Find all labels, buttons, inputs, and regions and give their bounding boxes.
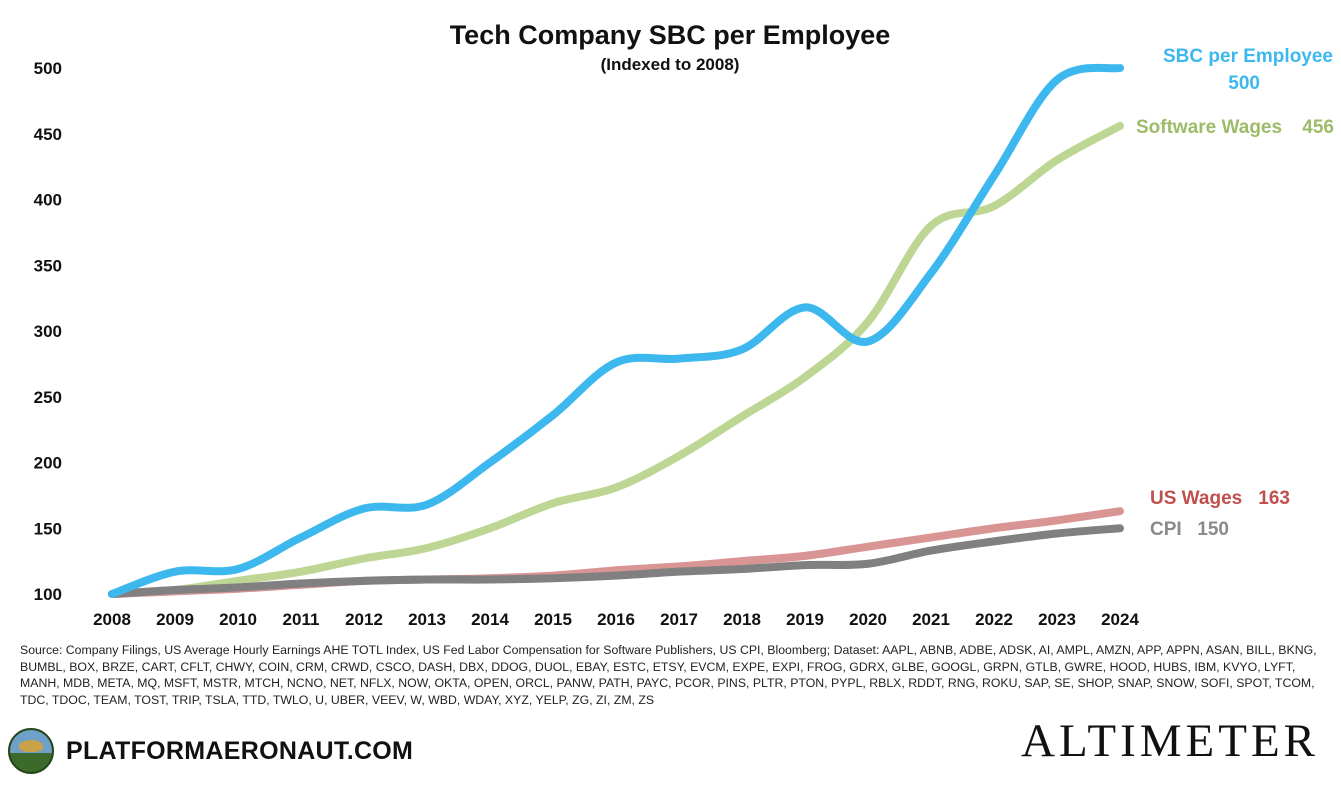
legend-label-us-wages: US Wages bbox=[1150, 488, 1242, 509]
x-tick-label: 2011 bbox=[283, 610, 320, 629]
x-tick-label: 2018 bbox=[723, 610, 761, 629]
legend-value-us-wages: 163 bbox=[1258, 488, 1290, 509]
x-tick-label: 2010 bbox=[219, 610, 257, 629]
series-line-sbc-per-employee bbox=[108, 63, 1124, 598]
series-line-cpi bbox=[108, 524, 1124, 598]
legend-label-sbc-per-employee: SBC per Employee bbox=[1163, 46, 1333, 67]
x-tick-label: 2009 bbox=[156, 610, 194, 629]
platform-aeronaut-logo-icon bbox=[8, 728, 54, 774]
series-lines bbox=[108, 63, 1124, 598]
chart-title: Tech Company SBC per Employee bbox=[450, 20, 891, 50]
legend-value-cpi: 150 bbox=[1197, 519, 1229, 540]
footer: PLATFORMAERONAUT.COM bbox=[8, 726, 413, 776]
x-tick-label: 2024 bbox=[1101, 610, 1139, 629]
legend-value-sbc-per-employee: 500 bbox=[1228, 73, 1260, 94]
legend-label-cpi: CPI bbox=[1150, 519, 1182, 540]
x-tick-label: 2019 bbox=[786, 610, 824, 629]
x-tick-label: 2014 bbox=[471, 610, 509, 629]
chart-subtitle: (Indexed to 2008) bbox=[601, 55, 740, 74]
y-tick-label: 350 bbox=[34, 256, 62, 275]
y-axis-ticks: 100 150 200 250 300 350 400 450 500 bbox=[34, 59, 62, 604]
y-tick-label: 300 bbox=[34, 322, 62, 341]
legend-value-software-wages: 456 bbox=[1302, 117, 1334, 138]
x-tick-label: 2020 bbox=[849, 610, 887, 629]
series-line-us-wages bbox=[108, 507, 1124, 598]
y-tick-label: 150 bbox=[34, 519, 62, 538]
series-line-software-wages bbox=[108, 121, 1124, 598]
legend: SBC per Employee 500 Software Wages 456 US W… bbox=[1136, 46, 1334, 540]
x-tick-label: 2015 bbox=[534, 610, 572, 629]
x-tick-label: 2021 bbox=[912, 610, 950, 629]
x-tick-label: 2013 bbox=[408, 610, 446, 629]
legend-label-software-wages: Software Wages bbox=[1136, 117, 1282, 138]
y-tick-label: 400 bbox=[34, 191, 62, 210]
x-tick-label: 2022 bbox=[975, 610, 1013, 629]
y-tick-label: 450 bbox=[34, 125, 62, 144]
x-tick-label: 2012 bbox=[345, 610, 383, 629]
y-tick-label: 100 bbox=[34, 585, 62, 604]
altimeter-logo: ALTIMETER bbox=[1021, 715, 1319, 767]
source-note: Source: Company Filings, US Average Hour… bbox=[20, 643, 1317, 707]
y-tick-label: 500 bbox=[34, 59, 62, 78]
x-tick-label: 2017 bbox=[660, 610, 698, 629]
x-axis-ticks: 2008 2009 2010 2011 2012 2013 2014 2015 2016 2017… bbox=[93, 610, 1139, 629]
site-url[interactable]: PLATFORMAERONAUT.COM bbox=[66, 736, 414, 765]
y-tick-label: 200 bbox=[34, 454, 62, 473]
x-tick-label: 2008 bbox=[93, 610, 131, 629]
x-tick-label: 2023 bbox=[1038, 610, 1076, 629]
line-chart: Tech Company SBC per Employee (Indexed t… bbox=[34, 20, 1334, 629]
x-tick-label: 2016 bbox=[597, 610, 635, 629]
y-tick-label: 250 bbox=[34, 388, 62, 407]
